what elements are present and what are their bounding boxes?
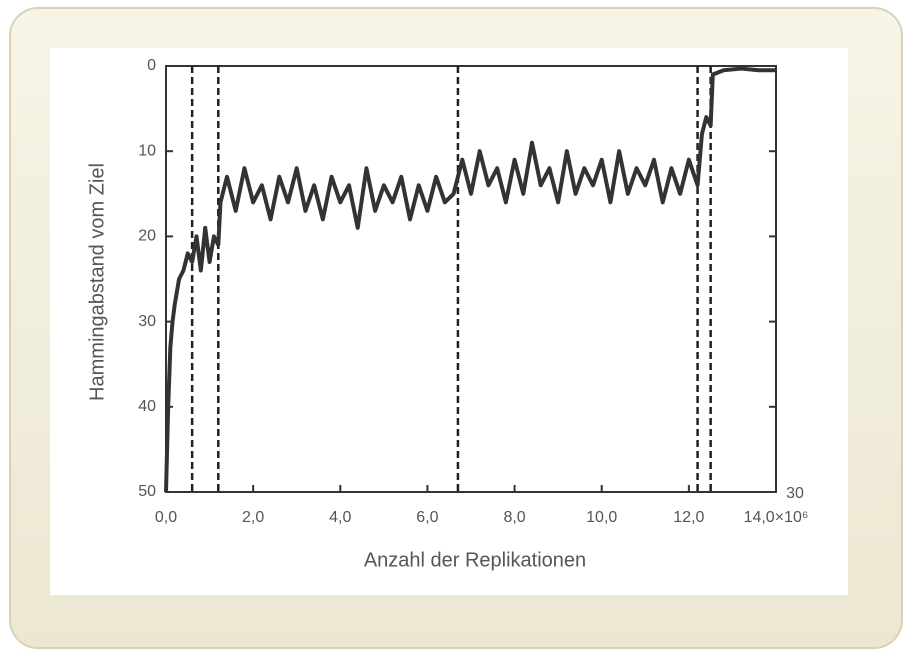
y-axis-title: Hammingabstand vom Ziel — [86, 163, 108, 401]
x-tick-label: 12,0 — [673, 509, 704, 526]
y-tick-label: 40 — [138, 398, 156, 415]
y-tick-label: 50 — [138, 483, 156, 500]
x-tick-label: 8,0 — [503, 509, 525, 526]
x-tick-label: 10,0 — [586, 509, 617, 526]
x-tick-label: 4,0 — [329, 509, 351, 526]
x-tick-label: 6,0 — [416, 509, 438, 526]
plot-frame — [165, 65, 777, 493]
data-line — [164, 66, 776, 493]
x-axis-title: Anzahl der Replikationen — [364, 549, 586, 571]
y-tick-label: 0 — [147, 57, 156, 74]
x-tick-label: 2,0 — [242, 509, 264, 526]
y-tick-label: 30 — [138, 313, 156, 330]
x-tick-label: 14,0×10⁶ — [744, 509, 809, 526]
y-tick-label: 20 — [138, 228, 156, 245]
panel — [50, 48, 848, 595]
x-tick-label: 0,0 — [155, 509, 177, 526]
y-tick-label: 10 — [138, 142, 156, 159]
annotation: 30 — [786, 485, 804, 502]
